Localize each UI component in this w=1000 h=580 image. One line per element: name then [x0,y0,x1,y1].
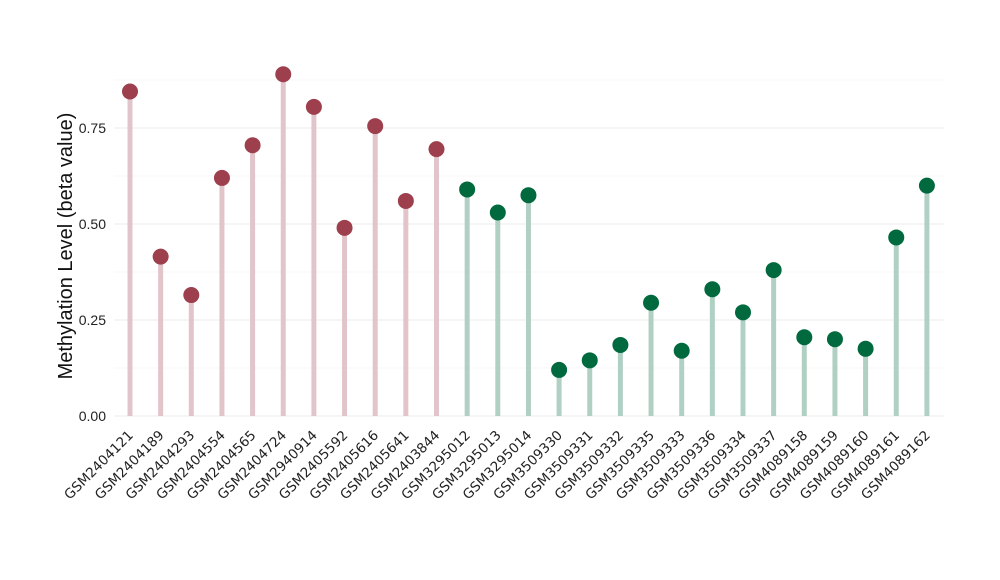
lollipop-dot [581,352,598,369]
lollipop-dot [336,219,353,236]
lollipop-dot [673,342,690,359]
lollipop-dot [796,329,813,346]
lollipop-dot [735,304,751,321]
lollipop-dot [520,187,537,204]
lollipop-dot [152,248,169,265]
lollipop-dot [122,83,138,100]
lollipop-dot [367,118,384,135]
lollipop-stems [127,74,930,416]
lollipop-dot [551,361,568,378]
lollipop-dot [918,177,935,194]
lollipop-dot [888,229,905,246]
lollipop-dot [857,340,874,357]
y-tick-label: 0.75 [79,120,106,136]
lollipop-dot [489,204,506,221]
lollipop-dot [704,281,721,298]
lollipop-dot [826,331,843,348]
y-tick-label: 0.50 [79,216,106,232]
lollipop-dot [397,192,414,209]
y-axis-title: Methylation Level (beta value) [55,113,77,380]
lollipop-dot [428,141,445,158]
lollipop-dot [244,137,261,154]
lollipop-dot [643,294,660,311]
lollipop-dot [275,66,292,83]
x-axis-labels: GSM2404121GSM2404189GSM2404293GSM2404554… [61,428,933,504]
y-axis-ticks: 0.00 0.25 0.50 0.75 [79,120,106,424]
lollipop-dot [459,181,476,198]
y-tick-label: 0.25 [79,312,106,328]
lollipop-dot [765,262,782,279]
lollipop-dot [305,98,322,115]
lollipop-dot [183,287,200,304]
lollipop-dot [213,169,230,186]
y-tick-label: 0.00 [79,408,106,424]
lollipop-dots [122,66,935,378]
lollipop-dot [612,336,629,353]
